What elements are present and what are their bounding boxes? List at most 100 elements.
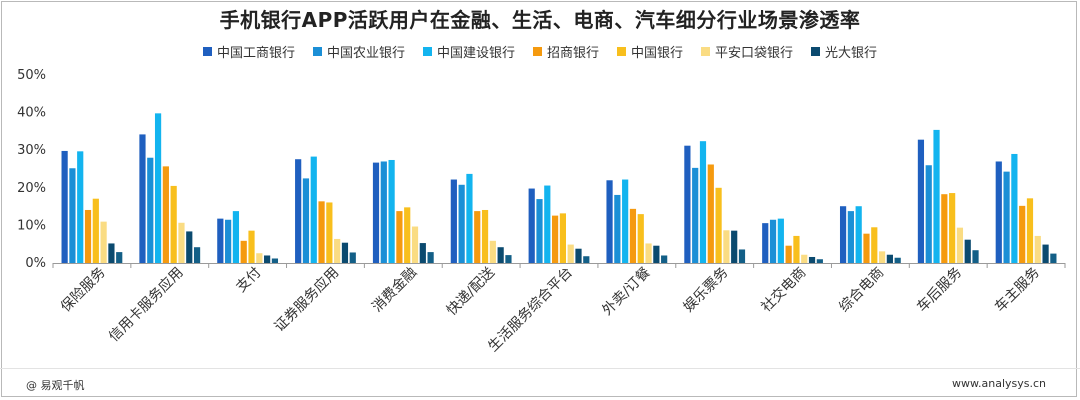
chart-title: 手机银行APP活跃用户在金融、生活、电商、汽车细分行业场景渗透率 [219,8,861,32]
bar [225,219,232,263]
footer: @ 易观千帆 www.analysys.cn [0,368,1080,397]
bar [544,185,551,263]
bar [801,254,808,263]
bar [684,145,691,263]
bar [715,187,722,263]
legend-item: 平安口袋银行 [701,42,793,61]
bar [419,243,426,263]
bar [839,206,847,263]
bar [949,193,956,263]
bar [193,247,201,263]
bar [84,209,92,263]
x-tick-label: 证券服务应用 [271,264,342,335]
bar [69,168,76,263]
bar [341,242,349,263]
bar [404,207,411,263]
y-tick-label: 40% [17,106,46,121]
bar [707,164,714,263]
bar [956,227,964,263]
bar [863,233,870,263]
x-tick-label: 支付 [233,265,264,296]
bar [645,243,652,263]
bar [629,208,637,263]
bar [458,184,465,263]
y-tick-label: 20% [17,181,46,196]
bar [622,179,629,263]
bar [271,258,279,263]
y-tick-label: 0% [25,256,46,271]
bar [108,243,115,263]
bar [154,113,162,263]
y-tick-label: 50% [17,68,46,83]
bar [816,259,823,263]
bar [170,185,177,263]
bar [793,235,800,263]
legend-label: 中国银行 [631,46,684,61]
bar [653,245,660,263]
bar [334,238,341,263]
bar [264,255,271,263]
legend-swatch [617,47,626,56]
bar [1042,244,1049,263]
bar [481,209,489,263]
bar [886,254,893,263]
legend-swatch [811,47,821,56]
bar [326,202,333,263]
bar [583,256,590,263]
bar [450,179,457,263]
bar [567,244,574,263]
bar [614,194,621,263]
bar [497,247,504,263]
x-tick-label: 车后服务 [913,264,965,316]
bar [411,226,419,263]
bar [1026,198,1034,263]
bar [894,257,901,263]
bar [240,240,247,263]
bar [528,188,535,263]
bar [178,222,185,263]
bar [738,249,746,263]
bar [474,211,481,263]
x-tick-label: 消费金融 [369,265,420,316]
x-tick-label: 信用卡服务应用 [105,264,186,345]
legend-item: 中国银行 [617,42,683,61]
legend-swatch [202,47,212,56]
bar [855,206,862,263]
bar [1019,205,1026,263]
bar [92,198,99,263]
bar [139,134,146,263]
legend-item: 中国建设银行 [422,42,515,61]
site-url: www.analysys.cn [952,377,1046,390]
bar [637,214,644,263]
x-tick-label: 社交电商 [758,264,810,316]
bar [372,162,380,263]
bar [61,150,68,263]
bar [466,173,473,263]
bar [606,180,613,263]
x-tick-label: 车主服务 [991,264,1043,316]
bar [116,252,123,263]
bar [489,240,496,263]
bar [777,218,784,263]
bar [147,157,154,263]
legend-item: 招商银行 [532,42,599,61]
bar [388,159,395,263]
legend-swatch [312,47,322,56]
legend-label: 中国工商银行 [216,46,295,61]
bar [995,161,1002,263]
bar [162,166,169,263]
bar [769,219,777,263]
bar [1050,253,1057,263]
bar [232,211,240,263]
bar [77,151,84,263]
bar [847,211,854,263]
bar [878,251,886,263]
bar [310,156,317,263]
x-tick-label: 生活服务综合平台 [485,265,576,356]
x-tick-label: 外卖/订餐 [599,265,653,319]
bar [808,256,816,263]
legend-item: 中国农业银行 [312,42,405,61]
bar [1003,171,1010,263]
